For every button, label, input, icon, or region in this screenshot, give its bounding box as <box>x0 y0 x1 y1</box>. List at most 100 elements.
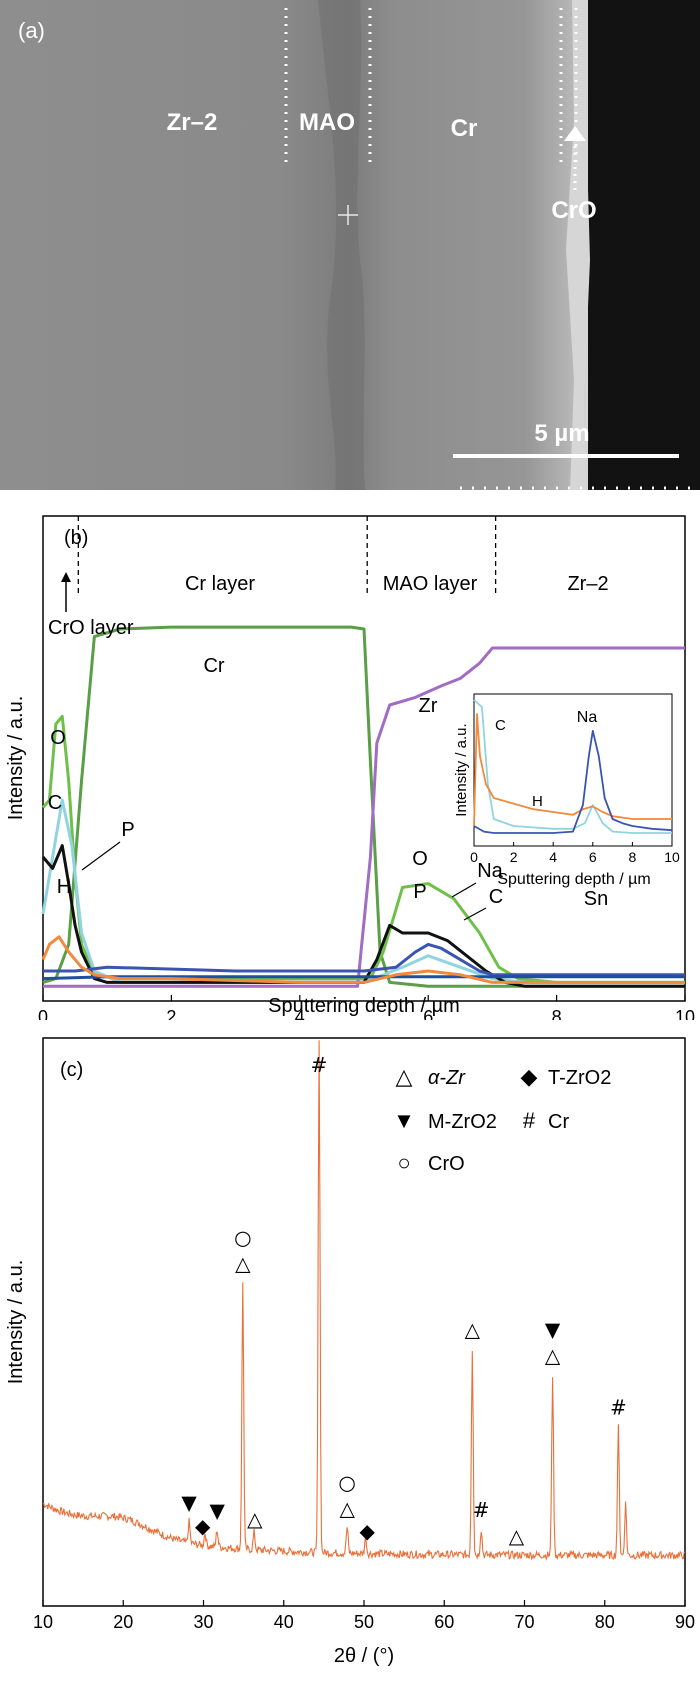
mao-dark-band <box>318 0 365 490</box>
region-label-cr-layer: Cr layer <box>185 573 255 595</box>
series-label-p-right: P <box>413 881 426 903</box>
legend-symbol-alpha-zr: △ <box>396 1064 413 1089</box>
depth-profile-chart: 0 2 4 6 8 10 (b) Cr layer MAO layer Zr–2 CrO … <box>5 515 695 1020</box>
sem-image-panel: (a) Zr–2 MAO Cr CrO 5 µm <box>0 0 700 490</box>
inset-series-line-c <box>473 699 672 834</box>
legend-label-alpha-zr: α-Zr <box>428 1067 466 1089</box>
legend-symbol-cro: ○ <box>397 1150 410 1175</box>
inset-series-line-na <box>473 729 673 834</box>
peak-annotation-symbol: ◆ <box>195 1514 211 1538</box>
zr2-label: Zr–2 <box>167 109 218 136</box>
series-line-sn <box>42 975 685 981</box>
b-ylabel: Intensity / a.u. <box>5 696 27 821</box>
peak-annotation-symbol: △ <box>247 1507 263 1531</box>
inset-x-tick-label: 6 <box>589 849 597 865</box>
inset-label-h: H <box>532 793 543 810</box>
peak-annotation-symbol: △ <box>235 1251 251 1275</box>
series-label-c-right: C <box>489 886 503 908</box>
region-label-cro-layer: CrO layer <box>48 617 134 639</box>
inset-xlabel: Sputtering depth / µm <box>497 871 650 888</box>
peak-annotation-symbol: ○ <box>234 1225 251 1249</box>
x-tick-label: 2 <box>166 1007 176 1020</box>
legend: △ α-Zr ◆ T-ZrO2 ▼ M-ZrO2 # Cr ○ CrO <box>393 1064 611 1175</box>
inset-chart: 0 2 4 6 8 10 C H Na Sputtering depth / µm Int… <box>453 693 680 888</box>
series-line-na <box>43 942 685 977</box>
x-tick-label: 0 <box>38 1007 48 1020</box>
x-tick-label: 80 <box>595 1612 615 1632</box>
p-pointer-line <box>81 841 121 871</box>
cro-bright-edge <box>566 0 590 490</box>
x-tick-label: 90 <box>675 1612 695 1632</box>
na-pointer-line <box>451 882 477 898</box>
peak-annotation-symbol: ◆ <box>360 1519 376 1543</box>
inset-x-tick-label: 0 <box>470 849 478 865</box>
inset-label-na: Na <box>577 709 598 726</box>
region-label-zr2: Zr–2 <box>567 573 608 595</box>
plot-frame <box>42 515 686 1002</box>
x-tick-label: 8 <box>552 1007 562 1020</box>
cr-label: Cr <box>451 115 478 142</box>
legend-label-cro: CrO <box>428 1153 465 1175</box>
legend-label-t-zro2: T-ZrO2 <box>548 1067 611 1089</box>
cro-layer-arrow-head <box>61 572 71 582</box>
series-label-o-right: O <box>412 848 428 870</box>
cro-arrow-head <box>564 126 586 141</box>
series-label-p-left: P <box>121 819 134 841</box>
b-xlabel: Sputtering depth / µm <box>268 995 460 1017</box>
peak-annotation-symbol: # <box>473 1498 490 1522</box>
x-tick-label: 10 <box>675 1007 695 1020</box>
coating-black-region <box>588 0 700 490</box>
x-tick-label: 10 <box>33 1612 53 1632</box>
series-line-h <box>41 935 685 984</box>
cro-label: CrO <box>551 197 596 224</box>
legend-symbol-cr: # <box>523 1108 536 1133</box>
panel-c-label: (c) <box>60 1059 83 1081</box>
peak-annotation-symbol: ▼ <box>209 1499 225 1523</box>
legend-label-cr: Cr <box>548 1111 569 1133</box>
peak-annotation-symbol: # <box>311 1053 328 1077</box>
series-line-cr <box>42 625 685 988</box>
peak-annotation-symbol: △ <box>545 1344 561 1368</box>
x-tick-label: 30 <box>193 1612 213 1632</box>
series-label-na: Na <box>477 860 503 882</box>
panel-a-label: (a) <box>18 18 45 43</box>
x-tick-label: 40 <box>274 1612 294 1632</box>
c-pointer-line <box>463 907 487 921</box>
inset-series-line-h <box>473 713 672 827</box>
panel-b-label: (b) <box>64 527 88 549</box>
x-tick-label: 4 <box>295 1007 305 1020</box>
inset-frame <box>473 693 673 847</box>
series-label-cr: Cr <box>203 655 224 677</box>
peak-annotation-symbol: △ <box>465 1317 481 1341</box>
series-label-c-left: C <box>48 792 62 814</box>
xrd-chart: 10 20 30 40 50 60 70 80 90 ▼◆▼△○△#△○◆△#△△▼# (c) … <box>5 1037 695 1667</box>
region-label-mao-layer: MAO layer <box>383 573 478 595</box>
legend-symbol-t-zro2: ◆ <box>521 1064 538 1089</box>
inset-ylabel: Intensity / a.u. <box>453 723 470 816</box>
series-label-h-left: H <box>57 876 71 898</box>
scale-bar-label: 5 µm <box>534 420 589 447</box>
xrd-pattern-line <box>42 1040 686 1561</box>
x-tick-label: 6 <box>423 1007 433 1020</box>
legend-label-m-zro2: M-ZrO2 <box>428 1111 497 1133</box>
c-xlabel: 2θ / (°) <box>334 1645 394 1667</box>
series-label-sn: Sn <box>584 888 608 910</box>
scale-bar <box>453 454 679 458</box>
inset-x-tick-label: 8 <box>629 849 637 865</box>
mao-label: MAO <box>299 109 355 136</box>
x-tick-label: 70 <box>514 1612 534 1632</box>
inset-x-tick-label: 10 <box>664 849 680 865</box>
inset-x-tick-label: 2 <box>510 849 518 865</box>
series-label-o-left: O <box>50 727 66 749</box>
inset-x-tick-label: 4 <box>549 849 557 865</box>
series-line-o <box>41 714 685 984</box>
series-line-zr <box>43 646 685 988</box>
peak-annotation-symbol: # <box>610 1395 627 1419</box>
x-tick-label: 60 <box>434 1612 454 1632</box>
legend-symbol-m-zro2: ▼ <box>393 1108 415 1133</box>
series-label-zr: Zr <box>419 695 438 717</box>
peak-annotation-symbol: △ <box>339 1496 355 1520</box>
peak-annotation-symbol: △ <box>509 1524 525 1548</box>
peak-annotation-symbol: ▼ <box>181 1491 197 1515</box>
inset-label-c: C <box>495 717 506 734</box>
